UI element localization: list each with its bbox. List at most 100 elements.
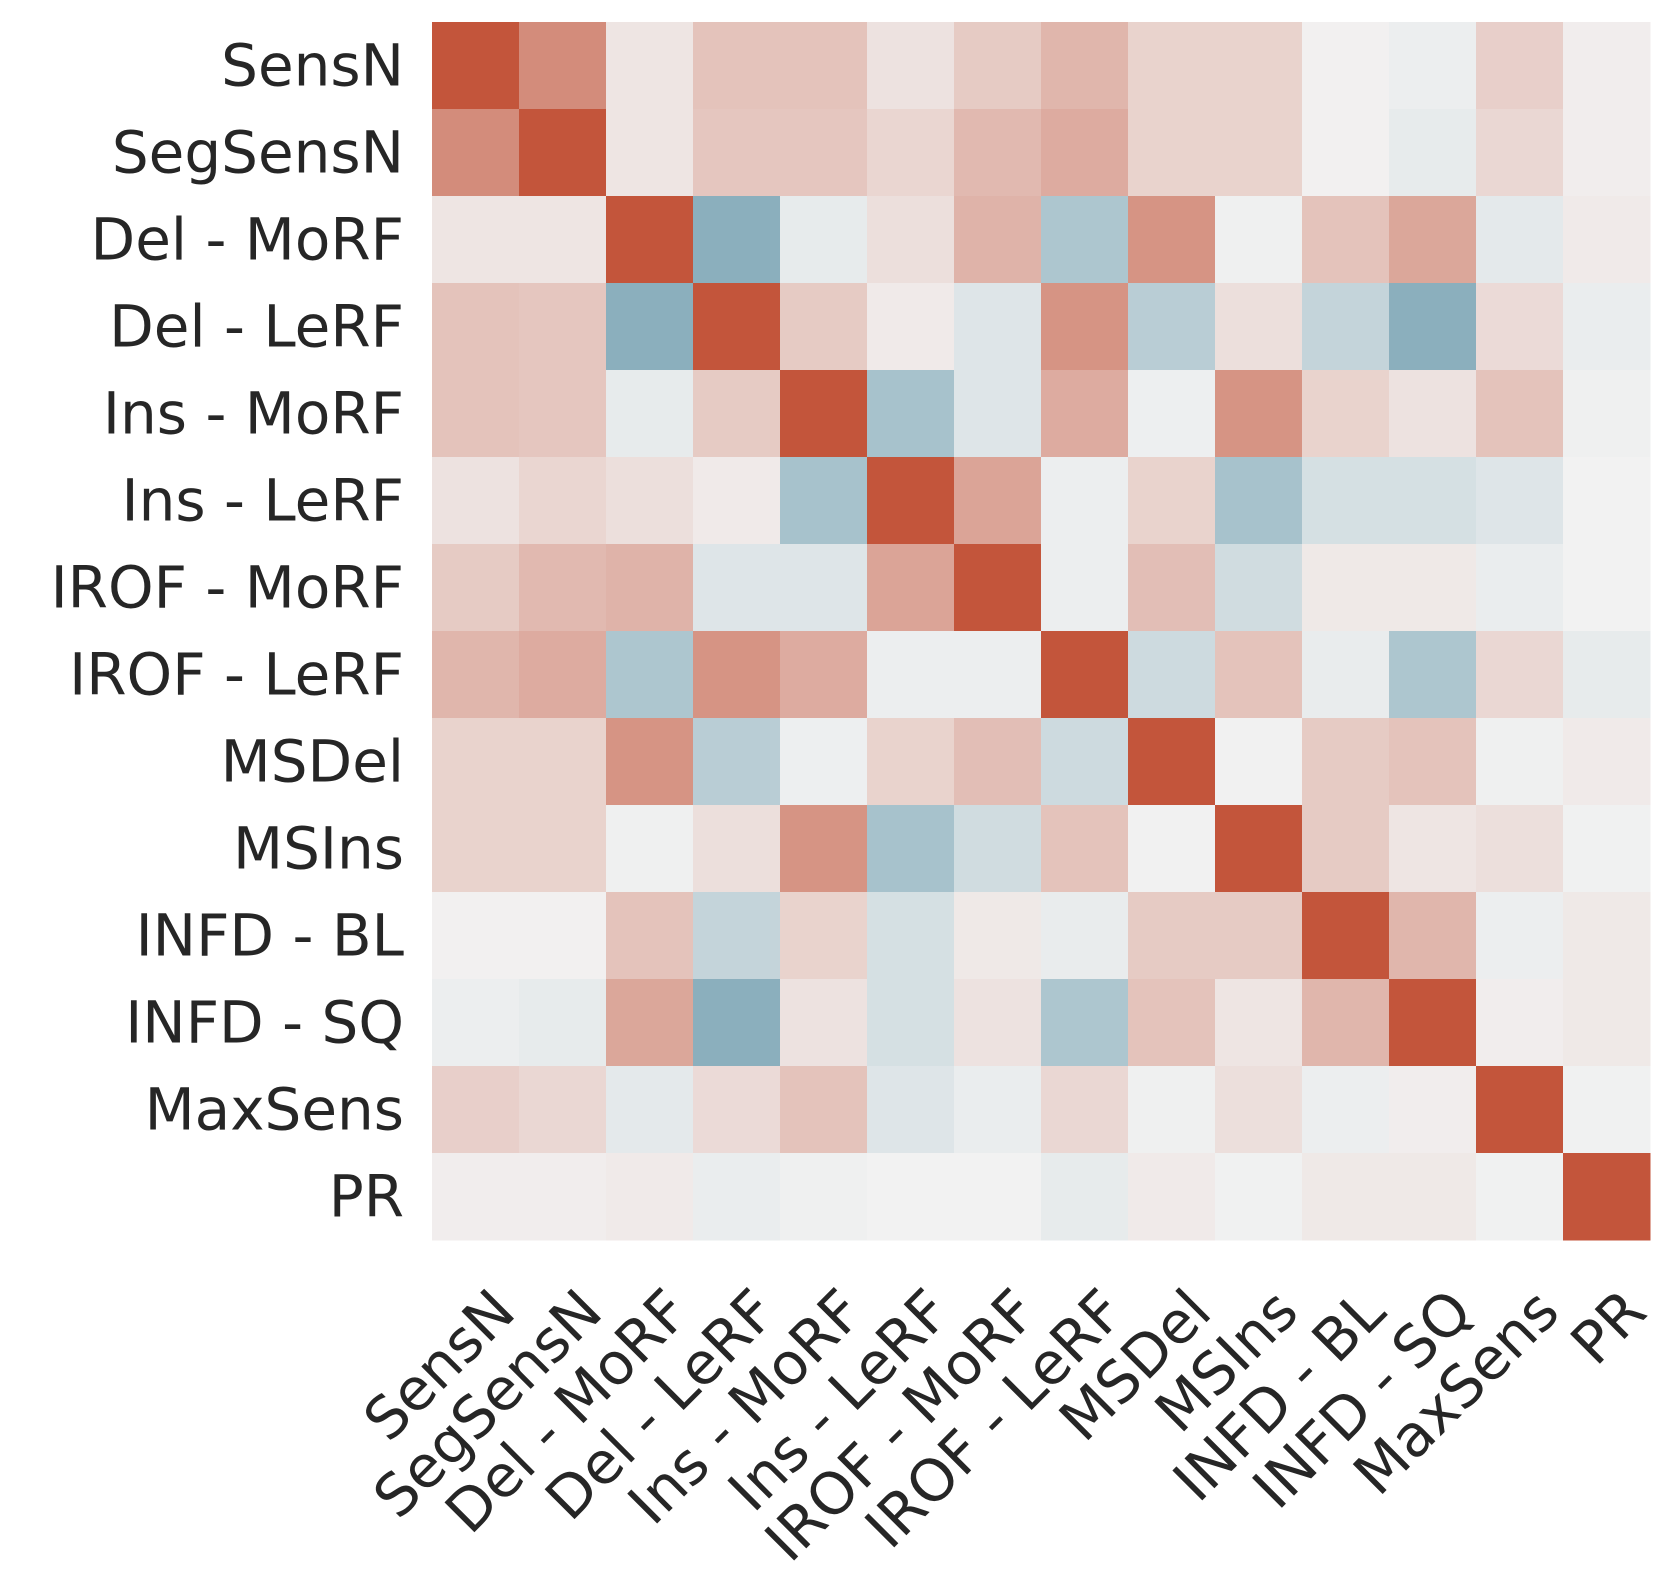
heatmap-cell-msins-x-maxsens xyxy=(1476,805,1564,893)
heatmap-cell-ins-morf-x-del-morf xyxy=(606,370,694,458)
heatmap-cell-segsensn-x-infd-bl xyxy=(1302,109,1390,197)
heatmap-cell-msdel-x-del-lerf xyxy=(693,718,781,806)
heatmap-cell-irof-lerf-x-irof-morf xyxy=(954,631,1042,719)
heatmap-cell-del-lerf-x-del-lerf xyxy=(693,283,781,371)
row-label-msdel: MSDel xyxy=(221,728,404,796)
heatmap-cell-infd-bl-x-sensn xyxy=(432,892,520,980)
heatmap-cell-del-lerf-x-irof-morf xyxy=(954,283,1042,371)
heatmap-cell-ins-morf-x-infd-bl xyxy=(1302,370,1390,458)
heatmap-cell-infd-sq-x-del-lerf xyxy=(693,979,781,1067)
heatmap-cell-msdel-x-irof-morf xyxy=(954,718,1042,806)
heatmap-cell-infd-bl-x-del-morf xyxy=(606,892,694,980)
heatmap-cell-sensn-x-segsensn xyxy=(519,22,607,110)
heatmap-cell-del-morf-x-infd-bl xyxy=(1302,196,1390,284)
heatmap-cell-ins-lerf-x-maxsens xyxy=(1476,457,1564,545)
heatmap-cell-del-morf-x-pr xyxy=(1563,196,1651,284)
heatmap-cell-msins-x-pr xyxy=(1563,805,1651,893)
heatmap-cell-infd-bl-x-irof-lerf xyxy=(1041,892,1129,980)
heatmap-cell-msdel-x-msins xyxy=(1215,718,1303,806)
heatmap-cells xyxy=(432,22,1651,1241)
heatmap-cell-infd-sq-x-infd-bl xyxy=(1302,979,1390,1067)
heatmap-cell-irof-lerf-x-msdel xyxy=(1128,631,1216,719)
heatmap-cell-irof-lerf-x-sensn xyxy=(432,631,520,719)
heatmap-cell-pr-x-segsensn xyxy=(519,1153,607,1241)
heatmap-cell-irof-lerf-x-pr xyxy=(1563,631,1651,719)
heatmap-cell-pr-x-msins xyxy=(1215,1153,1303,1241)
heatmap-cell-ins-lerf-x-pr xyxy=(1563,457,1651,545)
heatmap-cell-del-lerf-x-msdel xyxy=(1128,283,1216,371)
heatmap-cell-sensn-x-sensn xyxy=(432,22,520,110)
heatmap-cell-del-morf-x-infd-sq xyxy=(1389,196,1477,284)
heatmap-cell-msins-x-msdel xyxy=(1128,805,1216,893)
heatmap-cell-ins-morf-x-ins-lerf xyxy=(867,370,955,458)
heatmap-cell-sensn-x-msins xyxy=(1215,22,1303,110)
heatmap-cell-sensn-x-irof-morf xyxy=(954,22,1042,110)
heatmap-cell-segsensn-x-msins xyxy=(1215,109,1303,197)
heatmap-cell-ins-morf-x-pr xyxy=(1563,370,1651,458)
heatmap-cell-ins-lerf-x-segsensn xyxy=(519,457,607,545)
heatmap-cell-infd-sq-x-del-morf xyxy=(606,979,694,1067)
heatmap-cell-ins-lerf-x-msins xyxy=(1215,457,1303,545)
heatmap-cell-segsensn-x-pr xyxy=(1563,109,1651,197)
heatmap-cell-msdel-x-maxsens xyxy=(1476,718,1564,806)
heatmap-cell-sensn-x-msdel xyxy=(1128,22,1216,110)
heatmap-cell-maxsens-x-infd-sq xyxy=(1389,1066,1477,1154)
heatmap-cell-irof-lerf-x-segsensn xyxy=(519,631,607,719)
row-label-irof-morf: IROF - MoRF xyxy=(51,554,404,622)
heatmap-cell-pr-x-infd-bl xyxy=(1302,1153,1390,1241)
heatmap-cell-del-morf-x-msins xyxy=(1215,196,1303,284)
heatmap-cell-maxsens-x-pr xyxy=(1563,1066,1651,1154)
heatmap-cell-irof-lerf-x-infd-sq xyxy=(1389,631,1477,719)
heatmap-cell-sensn-x-ins-morf xyxy=(780,22,868,110)
heatmap-cell-infd-sq-x-maxsens xyxy=(1476,979,1564,1067)
heatmap-cell-irof-morf-x-msdel xyxy=(1128,544,1216,632)
heatmap-cell-msins-x-irof-lerf xyxy=(1041,805,1129,893)
heatmap-cell-del-lerf-x-pr xyxy=(1563,283,1651,371)
heatmap-cell-infd-bl-x-ins-lerf xyxy=(867,892,955,980)
heatmap-cell-ins-morf-x-irof-lerf xyxy=(1041,370,1129,458)
heatmap-cell-msins-x-del-lerf xyxy=(693,805,781,893)
row-label-ins-lerf: Ins - LeRF xyxy=(121,467,404,535)
heatmap-cell-maxsens-x-infd-bl xyxy=(1302,1066,1390,1154)
heatmap-cell-maxsens-x-maxsens xyxy=(1476,1066,1564,1154)
row-label-del-morf: Del - MoRF xyxy=(91,206,404,274)
heatmap-cell-ins-lerf-x-irof-lerf xyxy=(1041,457,1129,545)
heatmap-cell-msins-x-segsensn xyxy=(519,805,607,893)
heatmap-cell-del-lerf-x-del-morf xyxy=(606,283,694,371)
heatmap-cell-infd-bl-x-msins xyxy=(1215,892,1303,980)
heatmap-cell-irof-morf-x-irof-lerf xyxy=(1041,544,1129,632)
heatmap-cell-infd-bl-x-msdel xyxy=(1128,892,1216,980)
heatmap-cell-segsensn-x-del-morf xyxy=(606,109,694,197)
heatmap-cell-msdel-x-segsensn xyxy=(519,718,607,806)
heatmap-cell-ins-lerf-x-msdel xyxy=(1128,457,1216,545)
row-label-infd-sq: INFD - SQ xyxy=(125,989,404,1057)
heatmap-cell-ins-lerf-x-irof-morf xyxy=(954,457,1042,545)
heatmap-cell-segsensn-x-irof-morf xyxy=(954,109,1042,197)
heatmap-cell-pr-x-maxsens xyxy=(1476,1153,1564,1241)
heatmap-cell-segsensn-x-maxsens xyxy=(1476,109,1564,197)
heatmap-cell-sensn-x-ins-lerf xyxy=(867,22,955,110)
heatmap-cell-infd-bl-x-ins-morf xyxy=(780,892,868,980)
heatmap-cell-ins-morf-x-infd-sq xyxy=(1389,370,1477,458)
heatmap-cell-ins-morf-x-ins-morf xyxy=(780,370,868,458)
heatmap-cell-irof-morf-x-msins xyxy=(1215,544,1303,632)
heatmap-cell-msdel-x-del-morf xyxy=(606,718,694,806)
heatmap-cell-msdel-x-sensn xyxy=(432,718,520,806)
heatmap-cell-irof-morf-x-del-morf xyxy=(606,544,694,632)
heatmap-cell-ins-morf-x-irof-morf xyxy=(954,370,1042,458)
heatmap-cell-msdel-x-infd-bl xyxy=(1302,718,1390,806)
heatmap-cell-infd-bl-x-pr xyxy=(1563,892,1651,980)
heatmap-cell-ins-lerf-x-del-lerf xyxy=(693,457,781,545)
heatmap-cell-del-lerf-x-ins-lerf xyxy=(867,283,955,371)
heatmap-cell-ins-morf-x-sensn xyxy=(432,370,520,458)
heatmap-cell-ins-lerf-x-ins-lerf xyxy=(867,457,955,545)
heatmap-cell-sensn-x-del-morf xyxy=(606,22,694,110)
heatmap-cell-irof-morf-x-sensn xyxy=(432,544,520,632)
heatmap-cell-irof-lerf-x-irof-lerf xyxy=(1041,631,1129,719)
heatmap-cell-msdel-x-pr xyxy=(1563,718,1651,806)
heatmap-cell-pr-x-irof-lerf xyxy=(1041,1153,1129,1241)
heatmap-cell-infd-bl-x-del-lerf xyxy=(693,892,781,980)
heatmap-cell-ins-lerf-x-infd-sq xyxy=(1389,457,1477,545)
heatmap-cell-msdel-x-ins-morf xyxy=(780,718,868,806)
